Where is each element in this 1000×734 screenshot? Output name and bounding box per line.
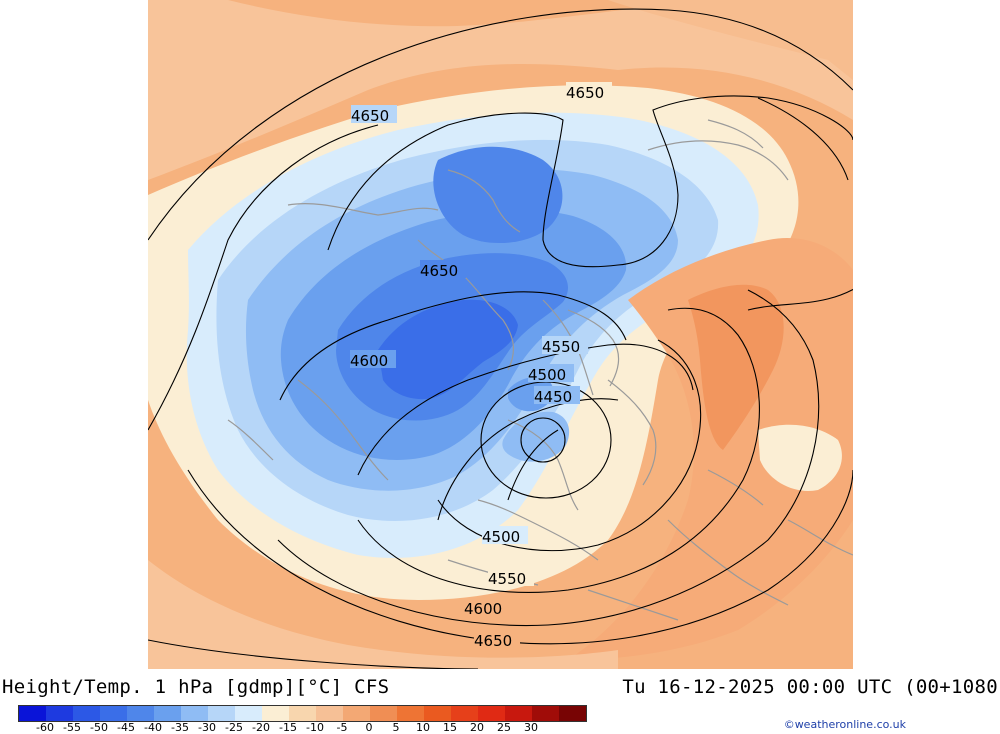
contour-label: 4650 — [566, 84, 604, 102]
legend-swatch — [127, 706, 154, 721]
legend-swatch — [19, 706, 46, 721]
contour-labels: 4650 4650 4650 4600 4550 4500 4450 4500 … — [350, 82, 612, 650]
map-title: Height/Temp. 1 hPa [gdmp][°C] CFS — [2, 676, 390, 698]
legend-swatch — [532, 706, 559, 721]
weather-map: 4650 4650 4650 4600 4550 4500 4450 4500 … — [148, 0, 853, 669]
height-contours — [148, 8, 853, 669]
contour-label-bg — [566, 82, 612, 100]
legend-tick-label: -55 — [63, 721, 81, 734]
contour-label-bg — [350, 350, 396, 368]
legend-swatch — [235, 706, 262, 721]
legend-tick-label: -5 — [336, 721, 348, 734]
contour-label-bg — [528, 364, 574, 382]
legend-swatch — [370, 706, 397, 721]
contour-label-bg — [464, 598, 510, 616]
legend-swatch — [289, 706, 316, 721]
contour-label: 4550 — [542, 338, 580, 356]
legend-swatch — [100, 706, 127, 721]
legend-tick-label: -60 — [36, 721, 54, 734]
contour-label-bg — [542, 336, 588, 354]
contour-label: 4650 — [474, 632, 512, 650]
map-canvas: 4650 4650 4650 4600 4550 4500 4450 4500 … — [148, 0, 853, 669]
color-legend — [18, 705, 587, 722]
legend-tick-label: -45 — [117, 721, 135, 734]
contour-label: 4500 — [528, 366, 566, 384]
contour-label-bg — [534, 386, 580, 404]
legend-swatch — [451, 706, 478, 721]
legend-tick-label: 0 — [365, 721, 373, 734]
legend-swatch — [559, 706, 586, 721]
legend-tick-label: -10 — [306, 721, 324, 734]
legend-tick-label: -35 — [171, 721, 189, 734]
legend-tick-label: 5 — [392, 721, 400, 734]
legend-tick-label: 25 — [497, 721, 511, 734]
legend-swatch — [262, 706, 289, 721]
legend-tick-label: 30 — [524, 721, 538, 734]
contour-label-bg — [474, 630, 520, 648]
contour-label: 4650 — [420, 262, 458, 280]
legend-tick-label: -50 — [90, 721, 108, 734]
legend-tick-label: -25 — [225, 721, 243, 734]
legend-tick-label: -30 — [198, 721, 216, 734]
temperature-field — [148, 0, 853, 669]
legend-swatch — [343, 706, 370, 721]
contour-label-bg — [488, 568, 534, 586]
legend-tick-label: -15 — [279, 721, 297, 734]
legend-swatch — [46, 706, 73, 721]
legend-tick-label: 20 — [470, 721, 484, 734]
legend-swatch — [73, 706, 100, 721]
legend-tick-label: 10 — [416, 721, 430, 734]
legend-swatch — [478, 706, 505, 721]
legend-tick-label: -20 — [252, 721, 270, 734]
contour-label-bg — [420, 260, 466, 278]
legend-swatch — [208, 706, 235, 721]
contour-label: 4550 — [488, 570, 526, 588]
legend-swatch — [154, 706, 181, 721]
legend-swatch — [181, 706, 208, 721]
contour-label-bg — [482, 526, 528, 544]
contour-label: 4600 — [464, 600, 502, 618]
contour-label: 4500 — [482, 528, 520, 546]
legend-tick-label: -40 — [144, 721, 162, 734]
valid-time: Tu 16-12-2025 00:00 UTC (00+1080 — [622, 676, 998, 698]
contour-label: 4450 — [534, 388, 572, 406]
contour-label: 4650 — [351, 107, 389, 125]
credit-text[interactable]: ©weatheronline.co.uk — [783, 718, 906, 731]
legend-swatch — [397, 706, 424, 721]
contour-label-bg — [351, 105, 397, 123]
legend-swatch — [505, 706, 532, 721]
contour-label: 4600 — [350, 352, 388, 370]
legend-swatch — [316, 706, 343, 721]
coastlines — [227, 119, 853, 621]
legend-swatch — [424, 706, 451, 721]
legend-tick-label: 15 — [443, 721, 457, 734]
